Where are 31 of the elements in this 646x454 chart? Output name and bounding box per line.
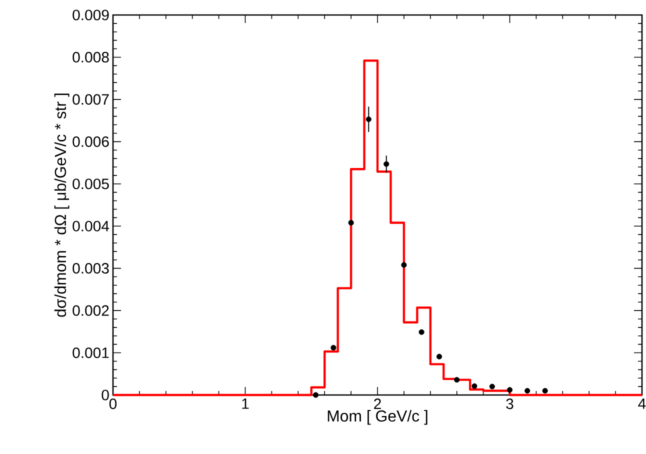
x-tick-label: 4 — [638, 398, 646, 409]
point — [418, 329, 424, 335]
x-tick-label: 2 — [374, 398, 381, 409]
point — [542, 388, 548, 394]
point — [348, 220, 354, 226]
x-axis-title: Mom [ GeV/c ] — [328, 410, 428, 425]
y-tick-label: 0.009 — [72, 10, 109, 20]
y-tick-label: 0.003 — [72, 263, 109, 274]
x-tick-label: 0 — [109, 398, 117, 410]
y-tick-label: 0.007 — [72, 94, 109, 105]
point — [312, 392, 319, 398]
y-tick-label: 0 — [102, 390, 109, 400]
point — [524, 388, 530, 394]
point — [384, 161, 390, 167]
point — [366, 116, 372, 122]
y-tick-label: 0.008 — [72, 52, 109, 63]
y-tick-label: 0.006 — [72, 136, 109, 147]
point — [472, 383, 478, 389]
point — [506, 387, 513, 393]
point — [489, 384, 495, 390]
y-tick-label: 0.005 — [72, 178, 109, 190]
y-axis-title: dσ/dmom * dΩ [ μb/GeV/c * str ] — [54, 94, 70, 317]
point — [454, 377, 460, 383]
y-tick-label: 0.004 — [72, 220, 110, 232]
point — [330, 344, 336, 350]
point — [401, 262, 407, 268]
x-tick-label: 1 — [242, 398, 249, 409]
y-tick-label: 0.001 — [72, 347, 109, 358]
point — [436, 354, 442, 360]
x-tick-label: 3 — [506, 398, 514, 410]
y-tick-label: 0.002 — [72, 305, 109, 316]
